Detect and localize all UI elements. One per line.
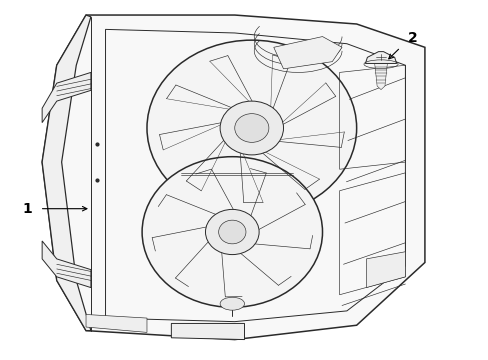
Polygon shape (273, 37, 341, 69)
Polygon shape (42, 72, 91, 123)
Polygon shape (171, 323, 244, 339)
Polygon shape (42, 241, 91, 288)
Polygon shape (366, 252, 405, 288)
Ellipse shape (220, 101, 283, 155)
Polygon shape (374, 63, 386, 90)
Polygon shape (42, 15, 91, 330)
Ellipse shape (220, 297, 244, 310)
Polygon shape (42, 15, 424, 339)
Ellipse shape (234, 114, 268, 142)
Ellipse shape (205, 210, 259, 255)
Ellipse shape (142, 157, 322, 307)
Polygon shape (86, 315, 147, 332)
Text: 2: 2 (407, 31, 417, 45)
Ellipse shape (218, 220, 245, 244)
Ellipse shape (147, 40, 356, 216)
Polygon shape (365, 51, 396, 63)
Text: 1: 1 (22, 202, 32, 216)
